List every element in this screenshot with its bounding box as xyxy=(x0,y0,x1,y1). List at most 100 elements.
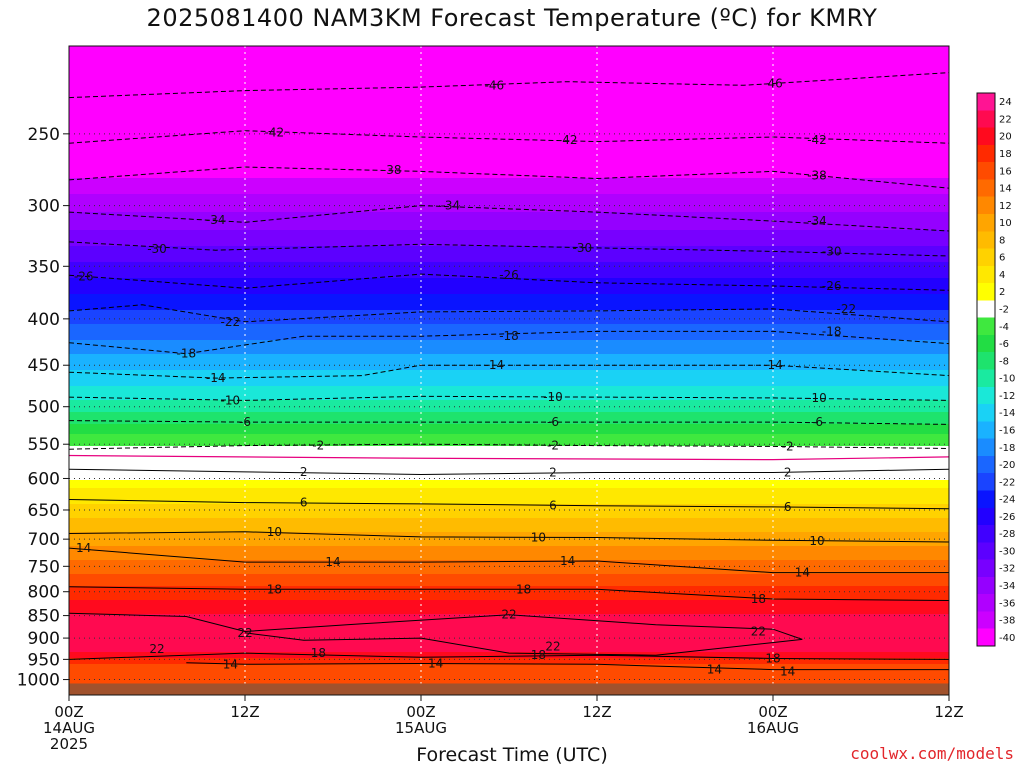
colorbar-label: 20 xyxy=(999,132,1012,143)
field-band xyxy=(69,64,949,67)
field-band xyxy=(69,276,949,279)
isotherm-line xyxy=(69,304,949,323)
field-band xyxy=(69,506,949,509)
x-axis-label: Forecast Time (UTC) xyxy=(416,744,608,766)
y-tick-label: 300 xyxy=(28,197,60,217)
field-band xyxy=(69,314,949,317)
isotherm-label: -14 xyxy=(485,358,505,372)
field-band xyxy=(69,542,949,545)
zero-isotherm-line xyxy=(69,454,949,461)
colorbar-label: -24 xyxy=(999,495,1015,506)
colorbar-swatch xyxy=(977,404,995,422)
y-tick-label: 550 xyxy=(28,435,60,455)
colorbar-swatch xyxy=(977,334,995,353)
isotherm-label: 14 xyxy=(223,657,238,671)
field-band xyxy=(69,338,949,341)
field-band xyxy=(69,612,949,615)
isotherm-label: 6 xyxy=(549,499,557,513)
field-band xyxy=(69,584,949,587)
isotherm-line xyxy=(69,531,949,543)
field-band xyxy=(69,578,949,581)
credit-text: coolwx.com/models xyxy=(850,744,1014,763)
field-band xyxy=(69,74,949,77)
field-band xyxy=(69,50,949,53)
field-band xyxy=(69,270,949,273)
field-band xyxy=(69,48,949,51)
field-band xyxy=(69,298,949,301)
field-band xyxy=(69,130,949,133)
colorbar-label: 14 xyxy=(999,184,1012,195)
colorbar-label: 12 xyxy=(999,201,1012,212)
isotherm-label: 22 xyxy=(237,626,252,640)
isotherm-label: -10 xyxy=(543,390,563,404)
isotherm-line xyxy=(69,166,949,189)
isotherm-label: -26 xyxy=(74,269,94,283)
isotherm-line xyxy=(69,443,949,450)
colorbar-swatch xyxy=(977,265,995,284)
field-band xyxy=(69,92,949,95)
field-band xyxy=(69,628,949,631)
field-band xyxy=(69,570,949,573)
x-tick-label: 00Z xyxy=(54,703,83,721)
isotherm-label: 6 xyxy=(784,500,792,514)
isotherm-label: 14 xyxy=(707,663,722,677)
isotherm-label: -26 xyxy=(499,268,519,282)
field-band xyxy=(69,190,949,193)
colorbar-label: 6 xyxy=(999,253,1005,264)
field-band xyxy=(69,288,949,291)
field-band xyxy=(69,302,949,305)
isotherm-label: -6 xyxy=(547,415,559,429)
field-band xyxy=(69,264,949,267)
field-band xyxy=(69,402,949,405)
isotherm-line xyxy=(69,130,949,144)
isotherm-label: -2 xyxy=(782,439,794,453)
field-band xyxy=(69,154,949,157)
field-band xyxy=(69,582,949,585)
colorbar-label: -2 xyxy=(999,305,1009,316)
field-band xyxy=(69,676,949,679)
field-band xyxy=(69,216,949,219)
field-band xyxy=(69,262,949,265)
field-band xyxy=(69,164,949,167)
colorbar-swatch xyxy=(977,93,995,111)
field-band xyxy=(69,286,949,289)
field-band xyxy=(69,122,949,125)
field-band xyxy=(69,66,949,69)
isotherm-line xyxy=(186,662,949,671)
field-band xyxy=(69,608,949,611)
field-band xyxy=(69,480,949,483)
field-band xyxy=(69,448,949,451)
temperature-field xyxy=(69,46,949,695)
field-band xyxy=(69,176,949,179)
isotherm-label: 14 xyxy=(780,665,795,679)
field-band xyxy=(69,360,949,363)
colorbar-swatch xyxy=(977,231,995,250)
field-band xyxy=(69,82,949,85)
field-band xyxy=(69,374,949,377)
isotherm-label: -34 xyxy=(807,214,827,228)
field-band xyxy=(69,70,949,73)
isotherm-line xyxy=(69,72,949,99)
field-band xyxy=(69,514,949,517)
field-band xyxy=(69,484,949,487)
field-band xyxy=(69,594,949,597)
field-band xyxy=(69,290,949,293)
field-band xyxy=(69,452,949,455)
field-band xyxy=(69,272,949,275)
isotherm-label: -38 xyxy=(807,169,827,183)
field-band xyxy=(69,134,949,137)
field-band xyxy=(69,196,949,199)
isotherm-label: -2 xyxy=(547,439,559,453)
field-band xyxy=(69,60,949,63)
field-band xyxy=(69,224,949,227)
colorbar-swatch xyxy=(977,611,995,630)
isotherm-label: -14 xyxy=(206,371,226,385)
field-band xyxy=(69,682,949,685)
colorbar: 24 22 20 18 16 14 12 10 8 6 4 2 -2 -4 -6 -8 -10 -12 -14 -16… xyxy=(976,92,1015,647)
y-tick-label: 350 xyxy=(28,257,60,277)
colorbar-swatch xyxy=(977,473,995,491)
colorbar-swatch xyxy=(977,507,995,526)
field-band xyxy=(69,398,949,401)
field-band xyxy=(69,98,949,101)
isotherm-label: 22 xyxy=(149,642,164,656)
